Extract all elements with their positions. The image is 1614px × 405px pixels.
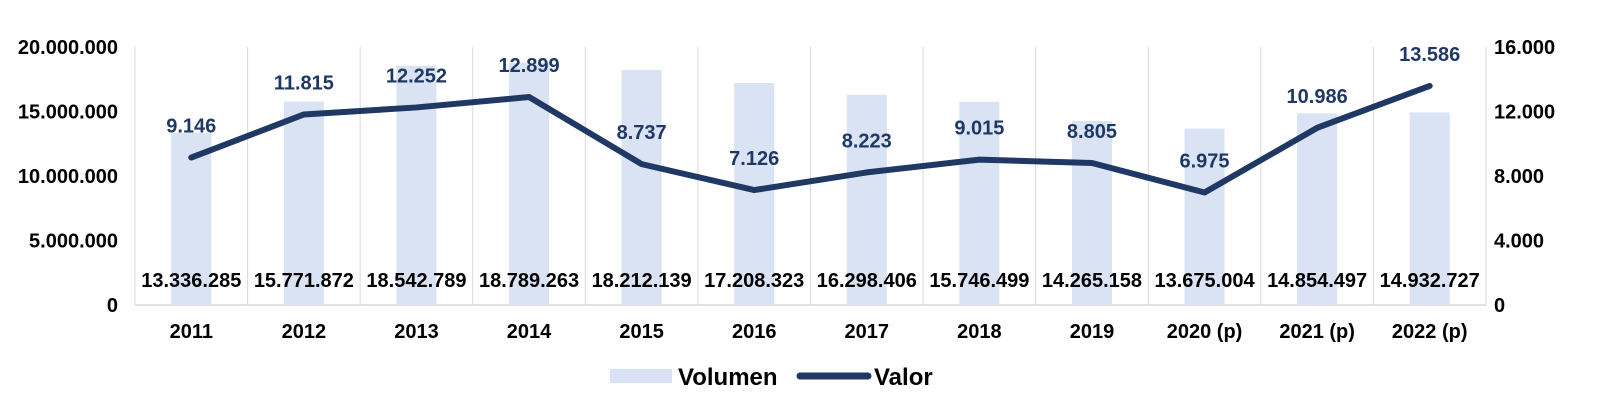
x-tick-label: 2014 bbox=[507, 321, 552, 343]
valor-point bbox=[753, 189, 756, 192]
valor-data-label: 12.252 bbox=[386, 65, 447, 87]
valor-point bbox=[640, 163, 643, 166]
volumen-data-label: 18.212.139 bbox=[592, 270, 692, 292]
x-tick-label: 2013 bbox=[394, 321, 439, 343]
volumen-bar bbox=[1071, 120, 1112, 305]
volumen-data-label: 14.854.497 bbox=[1267, 270, 1367, 292]
valor-point bbox=[1428, 84, 1431, 87]
x-tick-label: 2012 bbox=[282, 321, 327, 343]
valor-point bbox=[1203, 191, 1206, 194]
valor-point bbox=[190, 156, 193, 159]
x-tick-label: 2021 (p) bbox=[1279, 321, 1355, 343]
valor-data-label: 8.223 bbox=[842, 130, 892, 152]
valor-point bbox=[528, 96, 531, 99]
x-tick-label: 2022 (p) bbox=[1392, 321, 1468, 343]
valor-data-label: 12.899 bbox=[498, 55, 559, 77]
y-left-tick-label: 0 bbox=[107, 295, 118, 317]
valor-point bbox=[1090, 162, 1093, 165]
valor-point bbox=[302, 113, 305, 116]
y-right-tick-label: 4.000 bbox=[1494, 231, 1544, 253]
volumen-bar bbox=[959, 101, 1000, 305]
y-right-tick-label: 12.000 bbox=[1494, 102, 1555, 124]
x-tick-label: 2017 bbox=[845, 321, 890, 343]
volumen-bar bbox=[1184, 128, 1225, 305]
volumen-bar bbox=[734, 83, 775, 305]
volumen-bar bbox=[171, 132, 212, 305]
y-right-tick-label: 0 bbox=[1494, 295, 1505, 317]
y-right-tick-label: 8.000 bbox=[1494, 166, 1544, 188]
valor-data-label: 11.815 bbox=[274, 72, 334, 94]
y-right-tick-label: 16.000 bbox=[1494, 37, 1555, 59]
y-left-tick-label: 15.000.000 bbox=[18, 102, 118, 124]
volumen-data-label: 18.789.263 bbox=[479, 270, 579, 292]
volumen-bar bbox=[846, 94, 887, 305]
x-tick-label: 2011 bbox=[170, 321, 213, 343]
volumen-data-label: 18.542.789 bbox=[366, 270, 466, 292]
x-tick-label: 2018 bbox=[957, 321, 1002, 343]
volumen-data-label: 15.771.872 bbox=[254, 270, 354, 292]
legend-valor-label: Valor bbox=[874, 364, 933, 391]
volumen-data-label: 13.336.285 bbox=[141, 270, 241, 292]
valor-data-label: 9.146 bbox=[166, 116, 216, 138]
valor-point bbox=[1316, 126, 1319, 129]
volumen-bar bbox=[1297, 113, 1338, 306]
valor-line bbox=[188, 82, 1433, 196]
volumen-data-label: 17.208.323 bbox=[704, 270, 804, 292]
legend-volumen-swatch bbox=[610, 369, 672, 383]
volumen-bar bbox=[283, 101, 324, 306]
volumen-data-label: 14.932.727 bbox=[1380, 270, 1480, 292]
x-tick-label: 2016 bbox=[732, 321, 777, 343]
valor-data-label: 8.805 bbox=[1067, 121, 1117, 143]
volumen-bar bbox=[621, 70, 662, 305]
x-tick-label: 2019 bbox=[1070, 321, 1115, 343]
valor-point bbox=[978, 158, 981, 161]
y-left-tick-label: 5.000.000 bbox=[29, 231, 118, 253]
y-left-tick-label: 10.000.000 bbox=[18, 166, 118, 188]
volumen-data-label: 15.746.499 bbox=[929, 270, 1029, 292]
legend-volumen-label: Volumen bbox=[678, 364, 778, 391]
volumen-data-label: 13.675.004 bbox=[1154, 270, 1255, 292]
y-left-tick-label: 20.000.000 bbox=[18, 37, 118, 59]
x-tick-label: 2015 bbox=[619, 321, 664, 343]
valor-data-label: 7.126 bbox=[729, 148, 779, 170]
volumen-bar bbox=[1409, 112, 1450, 305]
valor-data-label: 13.586 bbox=[1399, 44, 1460, 66]
valor-data-label: 6.975 bbox=[1180, 151, 1230, 173]
x-tick-label: 2020 (p) bbox=[1167, 321, 1243, 343]
valor-data-label: 10.986 bbox=[1287, 86, 1348, 108]
valor-data-label: 8.737 bbox=[617, 122, 667, 144]
valor-point bbox=[865, 171, 868, 174]
valor-point bbox=[415, 106, 418, 109]
volumen-data-label: 14.265.158 bbox=[1042, 270, 1142, 292]
valor-data-label: 9.015 bbox=[954, 118, 1004, 140]
volumen-data-label: 16.298.406 bbox=[817, 270, 917, 292]
